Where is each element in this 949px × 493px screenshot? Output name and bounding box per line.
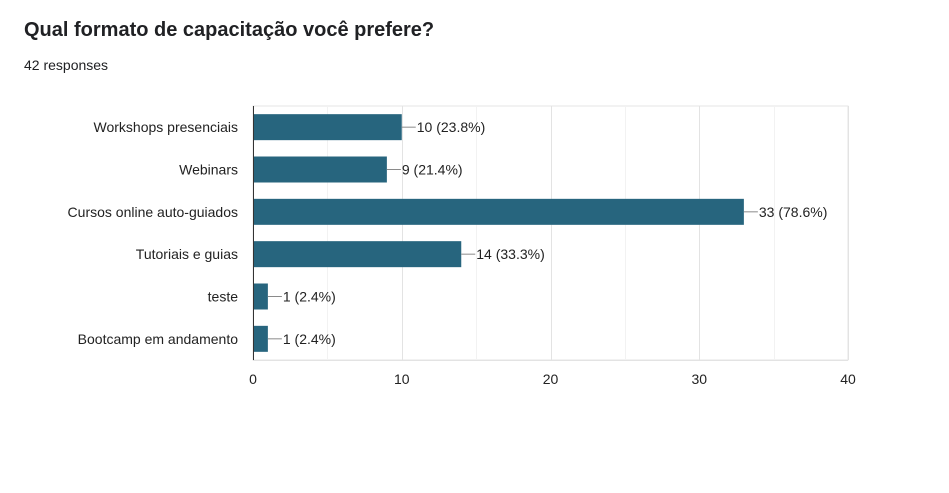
bar	[253, 241, 462, 268]
x-tick-label: 40	[840, 371, 856, 387]
data-label: 14 (33.3%)	[476, 246, 544, 262]
data-label: 10 (23.8%)	[417, 119, 485, 135]
category-label: Bootcamp em andamento	[78, 331, 239, 347]
bar	[253, 283, 268, 310]
data-label: 33 (78.6%)	[759, 204, 827, 220]
category-label: Tutoriais e guias	[136, 246, 238, 262]
category-label: Cursos online auto-guiados	[68, 204, 238, 220]
response-count: 42 responses	[24, 57, 109, 73]
question-title: Qual formato de capacitação você prefere…	[24, 19, 435, 41]
bar	[253, 114, 402, 141]
x-tick-label: 30	[691, 371, 707, 387]
category-label: Webinars	[179, 162, 238, 178]
x-tick-label: 10	[394, 371, 410, 387]
x-tick-label: 20	[543, 371, 559, 387]
bar	[253, 325, 268, 352]
category-label: Workshops presenciais	[94, 119, 238, 135]
data-label: 1 (2.4%)	[283, 289, 336, 305]
x-tick-label: 0	[249, 371, 257, 387]
data-label: 9 (21.4%)	[402, 162, 463, 178]
bar	[253, 156, 387, 183]
plot-frame	[252, 105, 849, 361]
bar	[253, 198, 744, 225]
data-label: 1 (2.4%)	[283, 331, 336, 347]
category-label: teste	[208, 289, 239, 305]
